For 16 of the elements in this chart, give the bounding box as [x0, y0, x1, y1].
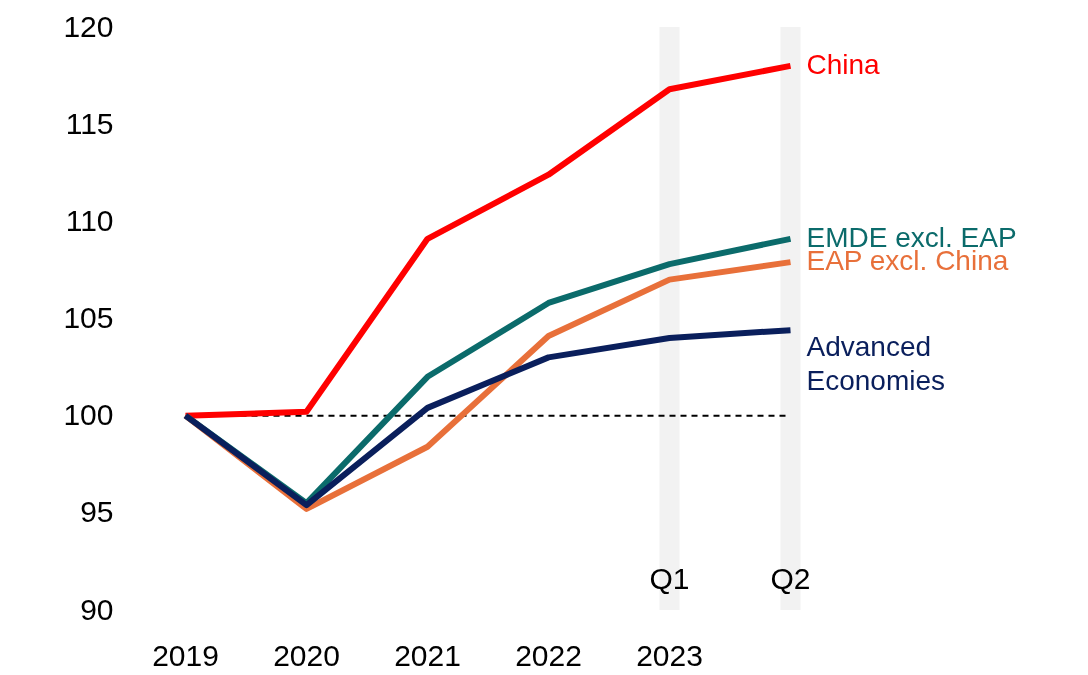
x-tick-label: 2022	[515, 639, 582, 672]
y-tick-label: 90	[80, 592, 114, 626]
x-tick-label: 2021	[394, 639, 461, 672]
series-label: Advanced Economies	[806, 331, 946, 397]
series-label: China	[806, 48, 881, 80]
y-tick-label: 100	[63, 398, 114, 432]
y-tick-label: 105	[63, 301, 114, 334]
y-tick-label: 110	[65, 203, 114, 237]
y-tick-label: 120	[63, 9, 114, 43]
x-tick-label: Q1	[649, 562, 690, 595]
text: 2023	[636, 639, 703, 672]
y-tick-label: 115	[65, 106, 114, 140]
x-tick-label: Q2	[770, 562, 811, 595]
y-tick-label: 95	[80, 495, 114, 529]
x-tick-label: 2020	[273, 639, 340, 672]
x-tick-label: 2019	[152, 639, 219, 672]
